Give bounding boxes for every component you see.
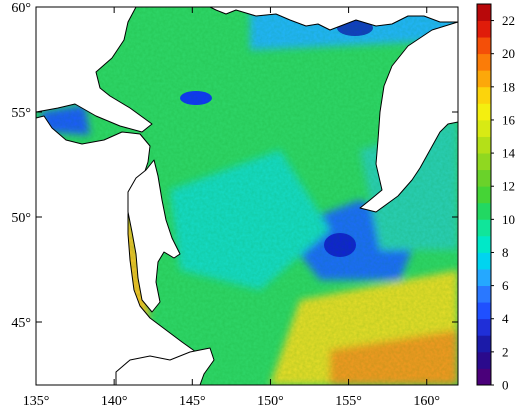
- colorbar-swatch: [477, 186, 491, 204]
- colorbar-label: 4: [502, 311, 509, 326]
- land-hokkaido: [115, 347, 215, 385]
- colorbar-label: 12: [502, 179, 515, 194]
- land-siberia-coast-north: [209, 7, 458, 31]
- lon-tick-label: 150°: [257, 394, 284, 409]
- plot-frame: [35, 6, 459, 386]
- land-masses: [36, 7, 458, 385]
- colorbar-swatch: [477, 70, 491, 88]
- land-kamchatka: [359, 21, 458, 213]
- colorbar-swatch: [477, 219, 491, 237]
- colorbar-swatch: [477, 169, 491, 187]
- colorbar-swatch: [477, 351, 491, 369]
- colorbar-label: 16: [502, 112, 516, 127]
- colorbar-frame: [476, 3, 492, 386]
- colorbar-swatch: [477, 335, 491, 353]
- axis-layer: 135° 140° 145° 150° 155° 160° 60° 55° 50° 45°: [11, 1, 458, 409]
- colorbar-swatch: [477, 368, 491, 386]
- colorbar-label: 0: [502, 378, 509, 393]
- colorbar-label: 14: [502, 146, 516, 161]
- colorbar-label: 18: [502, 79, 515, 94]
- colorbar-swatch: [477, 103, 491, 121]
- lat-tick-label: 60°: [11, 1, 31, 16]
- colorbar-label: 10: [502, 212, 515, 227]
- colorbar-swatch: [477, 86, 491, 104]
- lon-tick-label: 160°: [413, 394, 440, 409]
- colorbar-swatch: [477, 37, 491, 55]
- colorbar-swatch: [477, 318, 491, 336]
- colorbar-swatch: [477, 153, 491, 171]
- land-siberia-north: [36, 7, 153, 133]
- colorbar-label: 22: [502, 13, 515, 28]
- colorbar-swatch: [477, 119, 491, 137]
- colorbar-swatch: [477, 302, 491, 320]
- lon-tick-label: 145°: [179, 394, 206, 409]
- colorbar-swatch: [477, 53, 491, 71]
- lat-tick-label: 55°: [11, 106, 31, 121]
- colorbar-swatch: [477, 20, 491, 38]
- lat-tick-label: 50°: [11, 211, 31, 226]
- lat-tick-label: 45°: [11, 316, 31, 331]
- colorbar-swatch: [477, 4, 491, 21]
- colorbar-label: 6: [502, 278, 509, 293]
- colorbar-label: 2: [502, 344, 509, 359]
- colorbar-swatch: [477, 285, 491, 303]
- colorbar-swatch: [477, 269, 491, 287]
- colorbar-swatch: [477, 136, 491, 154]
- colorbar-swatch: [477, 252, 491, 270]
- colorbar-label: 20: [502, 46, 515, 61]
- lon-tick-label: 155°: [335, 394, 362, 409]
- lon-tick-label: 135°: [23, 394, 50, 409]
- colorbar-swatch: [477, 235, 491, 253]
- land-sakhalin: [127, 159, 181, 313]
- colorbar-label: 8: [502, 245, 509, 260]
- colorbar-swatch: [477, 202, 491, 220]
- lon-tick-label: 140°: [101, 394, 128, 409]
